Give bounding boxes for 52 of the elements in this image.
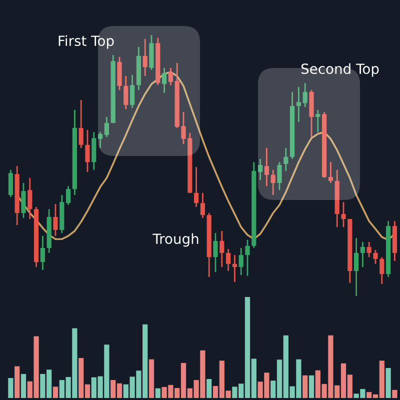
annotation: First Top	[58, 35, 114, 49]
candlestick	[232, 254, 237, 283]
candlestick	[366, 241, 372, 258]
bar	[155, 388, 160, 398]
bar	[206, 379, 212, 398]
candlestick	[316, 109, 320, 133]
candlestick	[302, 82, 308, 108]
candlestick	[380, 256, 384, 285]
candlestick	[8, 169, 13, 198]
candlestick	[220, 230, 224, 268]
bar	[386, 368, 391, 398]
candlestick	[130, 74, 135, 109]
candlestick	[53, 203, 58, 237]
candlestick	[354, 237, 359, 296]
candlestick	[200, 192, 205, 219]
candlestick	[98, 131, 103, 149]
candlestick	[360, 241, 365, 268]
candlestick	[284, 147, 288, 172]
candlestick	[373, 249, 378, 265]
bar	[52, 386, 58, 398]
candlestick	[213, 232, 218, 273]
bar	[8, 378, 14, 398]
candlestick	[162, 67, 167, 94]
bar	[14, 366, 20, 398]
candlestick	[104, 116, 109, 138]
candlestick	[226, 248, 231, 272]
bar	[392, 390, 398, 398]
candlestick	[270, 169, 276, 196]
candlestick	[238, 247, 244, 276]
candlestick	[258, 158, 263, 181]
candlestick	[341, 201, 346, 228]
candlestick	[21, 182, 26, 219]
bar	[308, 375, 314, 398]
candlestick	[85, 129, 90, 173]
annotation: Second Top	[301, 63, 379, 77]
candlestick	[245, 239, 250, 277]
candlestick	[66, 185, 71, 206]
candlestick	[277, 161, 282, 191]
candlestick	[194, 166, 199, 208]
candlestick	[28, 177, 32, 220]
bar	[148, 359, 154, 398]
annotation: Trough	[152, 233, 198, 247]
candlestick	[142, 38, 148, 77]
bar	[20, 374, 26, 398]
candlestick	[78, 99, 84, 149]
candlestick	[328, 161, 333, 184]
candlestick	[296, 86, 301, 123]
candlestick	[124, 75, 128, 110]
candlestick	[168, 67, 173, 86]
candlestick	[264, 147, 269, 187]
bar	[302, 375, 308, 398]
candlestick	[40, 235, 45, 271]
